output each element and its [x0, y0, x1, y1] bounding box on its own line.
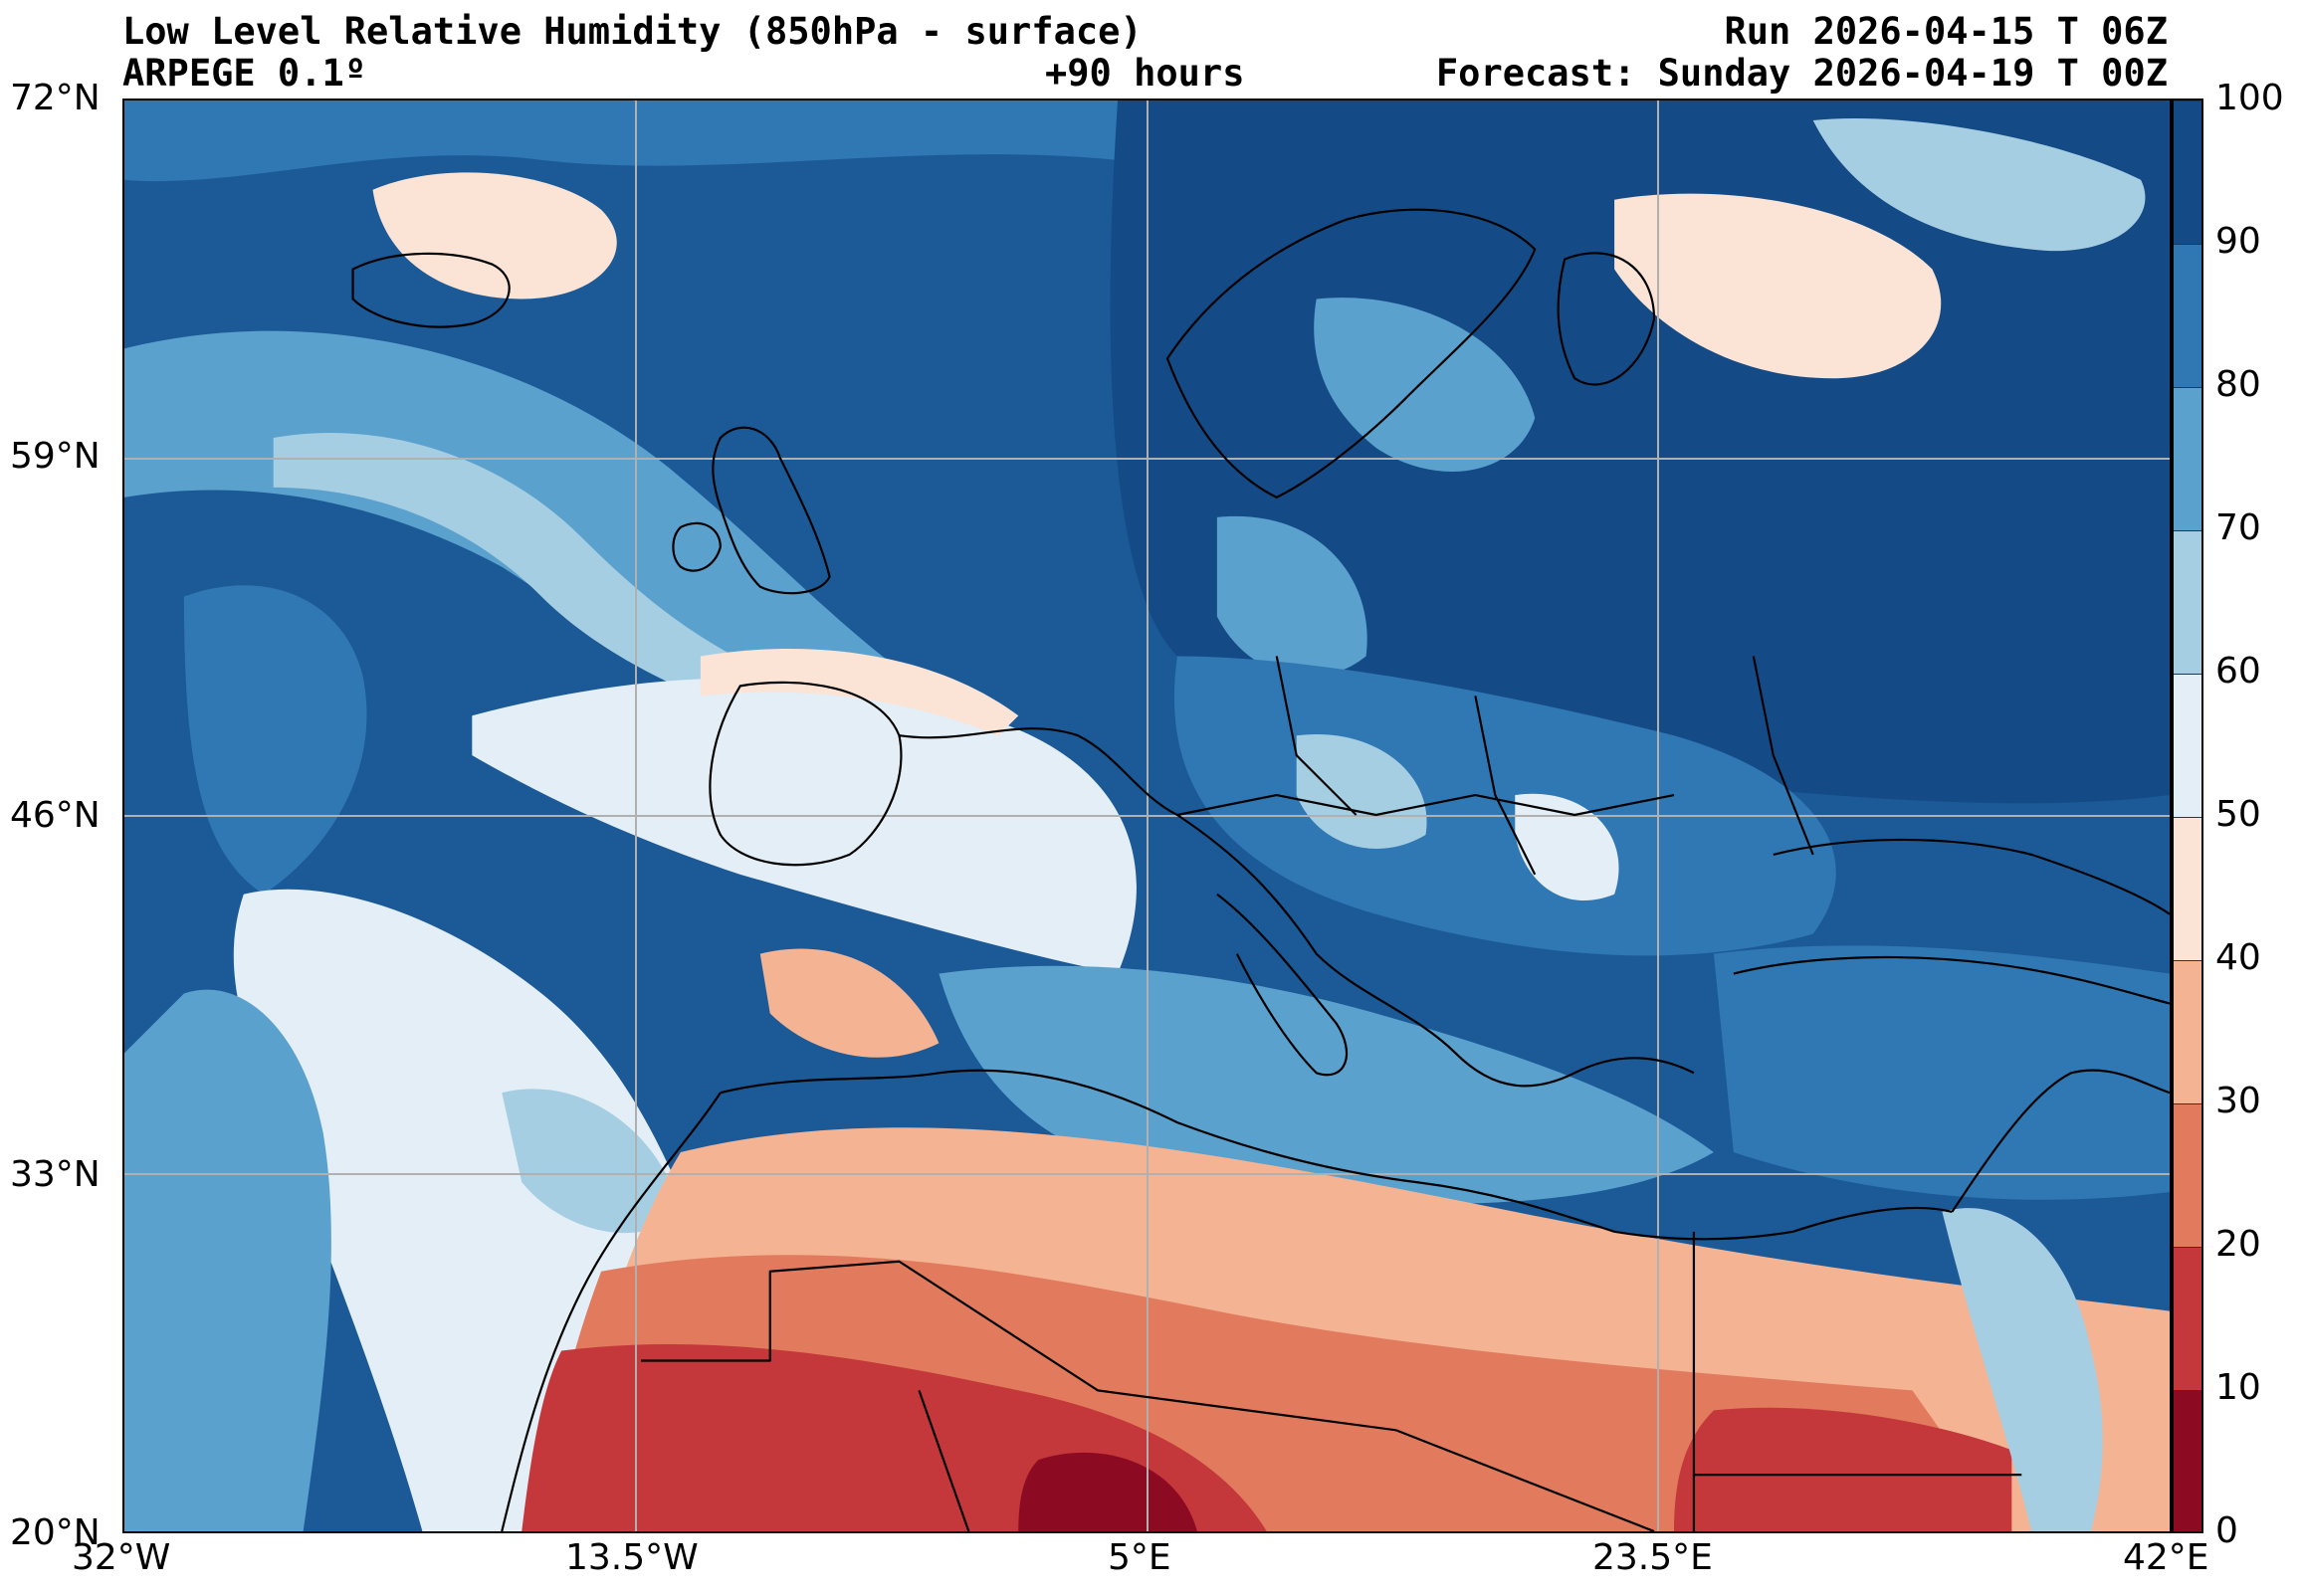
lead-time: +90 hours [1045, 52, 1245, 95]
humidity-map [122, 99, 2172, 1533]
lon-label-32w: 32°W [72, 1537, 171, 1578]
map-title: Low Level Relative Humidity (850hPa - su… [122, 10, 1143, 53]
model-name: ARPEGE 0.1º [122, 52, 367, 95]
colorbar-label-80: 80 [2215, 364, 2261, 405]
colorbar-band-20-30 [2174, 1103, 2201, 1248]
colorbar-label-90: 90 [2215, 221, 2261, 262]
lat-label-72n: 72°N [10, 78, 101, 118]
colorbar-label-10: 10 [2215, 1367, 2261, 1408]
lat-label-46n: 46°N [10, 795, 101, 836]
colorbar-label-30: 30 [2215, 1081, 2261, 1121]
colorbar-band-50-60 [2174, 674, 2201, 818]
humidity-field [124, 100, 2170, 1531]
colorbar-band-0-10 [2174, 1390, 2201, 1531]
colorbar-label-50: 50 [2215, 794, 2261, 835]
lat-label-20n: 20°N [10, 1512, 101, 1553]
colorbar-label-70: 70 [2215, 507, 2261, 548]
colorbar-band-70-80 [2174, 387, 2201, 531]
colorbar-band-90-100 [2174, 100, 2201, 245]
colorbar-label-20: 20 [2215, 1224, 2261, 1265]
colorbar-label-40: 40 [2215, 937, 2261, 978]
lon-label-23-5e: 23.5°E [1592, 1537, 1713, 1578]
lon-label-5e: 5°E [1108, 1537, 1171, 1578]
lon-label-42e: 42°E [2123, 1537, 2209, 1578]
lat-label-59n: 59°N [10, 436, 101, 477]
colorbar-band-40-50 [2174, 817, 2201, 961]
colorbar-label-0: 0 [2215, 1510, 2238, 1551]
colorbar-band-10-20 [2174, 1247, 2201, 1391]
colorbar-band-30-40 [2174, 960, 2201, 1104]
colorbar-label-60: 60 [2215, 651, 2261, 692]
run-time: Run 2026-04-15 T 06Z [1724, 10, 2168, 53]
colorbar-band-60-70 [2174, 530, 2201, 675]
forecast-time: Forecast: Sunday 2026-04-19 T 00Z [1435, 52, 2168, 95]
lon-label-13-5w: 13.5°W [565, 1537, 699, 1578]
colorbar-band-80-90 [2174, 244, 2201, 388]
colorbar [2172, 99, 2203, 1533]
colorbar-label-100: 100 [2215, 78, 2284, 118]
lat-label-33n: 33°N [10, 1154, 101, 1195]
